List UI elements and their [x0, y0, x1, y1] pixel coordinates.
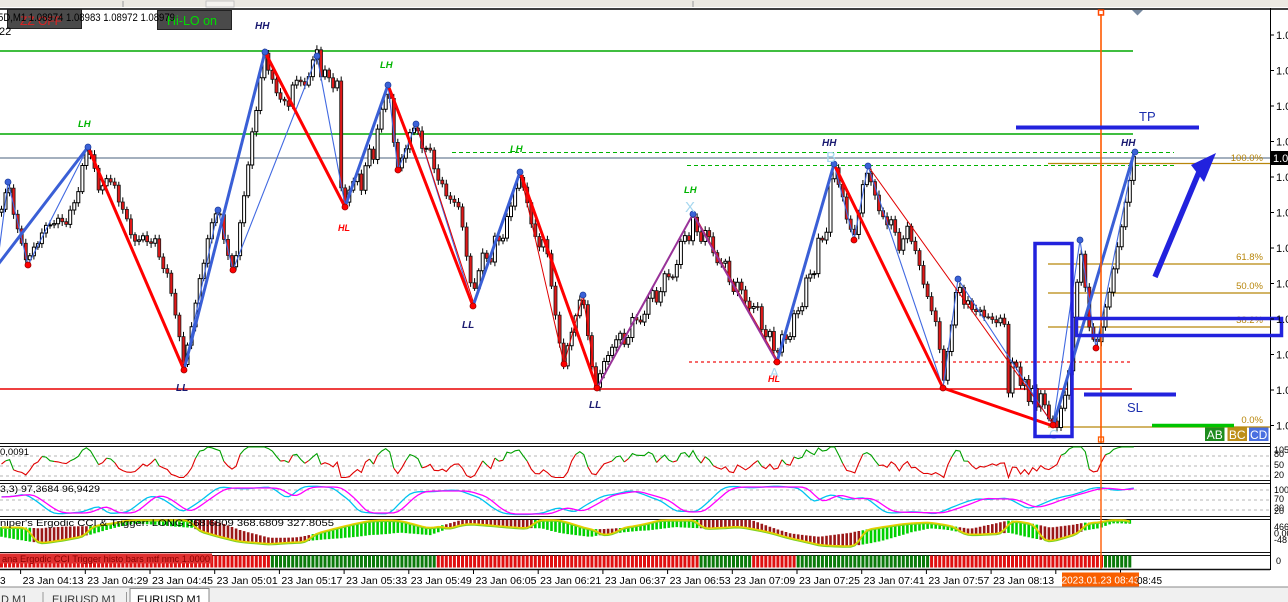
- svg-text:AB: AB: [1207, 428, 1223, 442]
- svg-text:X: X: [685, 199, 695, 216]
- svg-text:23 Jan 08:13: 23 Jan 08:13: [993, 576, 1054, 587]
- svg-text:EURUSD M1: EURUSD M1: [52, 594, 117, 602]
- svg-text:TP: TP: [1139, 109, 1156, 124]
- svg-text:50: 50: [1274, 460, 1284, 470]
- svg-text:23 Jan 07:57: 23 Jan 07:57: [928, 576, 989, 587]
- svg-text:105: 105: [1274, 445, 1288, 455]
- svg-text:D M1: D M1: [1, 594, 27, 602]
- svg-text:23 Jan 04:29: 23 Jan 04:29: [87, 576, 148, 587]
- svg-text:1.08: 1.08: [1276, 101, 1288, 113]
- svg-text:1.08: 1.08: [1276, 30, 1288, 42]
- svg-text:B: B: [826, 149, 836, 166]
- svg-text:LH: LH: [78, 119, 92, 130]
- svg-text:A: A: [770, 365, 779, 380]
- svg-text:23 Jan 05:49: 23 Jan 05:49: [411, 576, 472, 587]
- svg-text:08:45: 08:45: [1137, 576, 1162, 587]
- svg-text:3,3) 97,3684 96,9429: 3,3) 97,3684 96,9429: [0, 484, 100, 495]
- svg-text:466: 466: [1274, 522, 1288, 532]
- svg-text:23 Jan 06:37: 23 Jan 06:37: [605, 576, 666, 587]
- svg-text:ZZ OFF: ZZ OFF: [20, 14, 62, 28]
- svg-text:Hi-LO on: Hi-LO on: [167, 14, 217, 28]
- svg-text:1.08: 1.08: [1276, 314, 1288, 326]
- svg-text:38.2%: 38.2%: [1236, 315, 1263, 326]
- svg-text:LL: LL: [176, 383, 188, 394]
- svg-text:1.08: 1.08: [1276, 208, 1288, 220]
- svg-text:23 Jan 07:09: 23 Jan 07:09: [734, 576, 795, 587]
- svg-text:0.0%: 0.0%: [1241, 415, 1263, 426]
- svg-text:HL: HL: [338, 223, 350, 233]
- svg-text:0,0091: 0,0091: [0, 447, 29, 458]
- svg-text:1.08: 1.08: [1273, 153, 1288, 165]
- svg-text:50.0%: 50.0%: [1236, 281, 1263, 292]
- svg-text:HH: HH: [822, 138, 837, 149]
- svg-text:CD: CD: [1250, 428, 1268, 442]
- svg-text:niper's Ergodic CCI & Trigger:: niper's Ergodic CCI & Trigger: LONG 368.…: [0, 518, 334, 529]
- svg-text:HL: HL: [768, 374, 780, 384]
- svg-text:LH: LH: [684, 185, 698, 196]
- svg-text:23 Jan 07:41: 23 Jan 07:41: [864, 576, 925, 587]
- svg-text:1.08: 1.08: [1276, 66, 1288, 78]
- svg-text:20: 20: [1274, 506, 1284, 516]
- svg-text:1.08: 1.08: [1276, 350, 1288, 362]
- svg-text:0: 0: [1276, 556, 1281, 566]
- svg-text:23 Jan 05:01: 23 Jan 05:01: [217, 576, 278, 587]
- svg-text:2023.01.23 08:43: 2023.01.23 08:43: [1062, 576, 1140, 587]
- svg-text:1.08: 1.08: [1276, 385, 1288, 397]
- svg-text:BC: BC: [1229, 428, 1246, 442]
- svg-text:1.08: 1.08: [1276, 172, 1288, 184]
- svg-text:70: 70: [1274, 494, 1284, 504]
- svg-text:100: 100: [1274, 485, 1288, 495]
- svg-text:C: C: [1049, 427, 1058, 442]
- svg-text:1.08: 1.08: [1276, 243, 1288, 255]
- svg-text:1.08: 1.08: [1276, 279, 1288, 291]
- svg-text:LH: LH: [510, 144, 524, 155]
- svg-text:LH: LH: [380, 60, 394, 71]
- svg-text:HH: HH: [1121, 138, 1136, 149]
- svg-text:23 Jan 07:25: 23 Jan 07:25: [799, 576, 860, 587]
- svg-text:100.0%: 100.0%: [1231, 153, 1264, 164]
- svg-text:LL: LL: [589, 400, 601, 411]
- svg-text:23 Jan 05:17: 23 Jan 05:17: [281, 576, 342, 587]
- svg-text:3: 3: [0, 576, 6, 587]
- svg-text:80: 80: [1274, 449, 1284, 459]
- svg-text:LL: LL: [462, 320, 474, 331]
- svg-text:HH: HH: [255, 21, 270, 32]
- svg-text:23 Jan 04:13: 23 Jan 04:13: [23, 576, 84, 587]
- svg-text:ana Ergodic CCI Trigger histo: ana Ergodic CCI Trigger histo bars mtf n…: [2, 554, 210, 565]
- svg-text:61.8%: 61.8%: [1236, 252, 1263, 263]
- svg-text:-48: -48: [1274, 535, 1287, 545]
- svg-text:SL: SL: [1127, 400, 1143, 415]
- svg-text:5D,M1 1.08974 1.08983 1.08972: 5D,M1 1.08974 1.08983 1.08972 1.08979: [0, 12, 175, 24]
- svg-text:23 Jan 05:33: 23 Jan 05:33: [346, 576, 407, 587]
- svg-text:22: 22: [0, 26, 11, 38]
- svg-text:23 Jan 06:05: 23 Jan 06:05: [476, 576, 537, 587]
- svg-text:23 Jan 06:53: 23 Jan 06:53: [670, 576, 731, 587]
- svg-text:EURUSD M1: EURUSD M1: [137, 594, 202, 602]
- svg-text:1.08: 1.08: [1276, 421, 1288, 433]
- svg-text:0.00: 0.00: [1274, 529, 1288, 539]
- svg-text:23 Jan 04:45: 23 Jan 04:45: [152, 576, 213, 587]
- svg-text:30: 30: [1274, 503, 1284, 513]
- svg-text:23 Jan 06:21: 23 Jan 06:21: [540, 576, 601, 587]
- svg-text:1.08: 1.08: [1276, 137, 1288, 149]
- svg-text:20: 20: [1274, 470, 1284, 480]
